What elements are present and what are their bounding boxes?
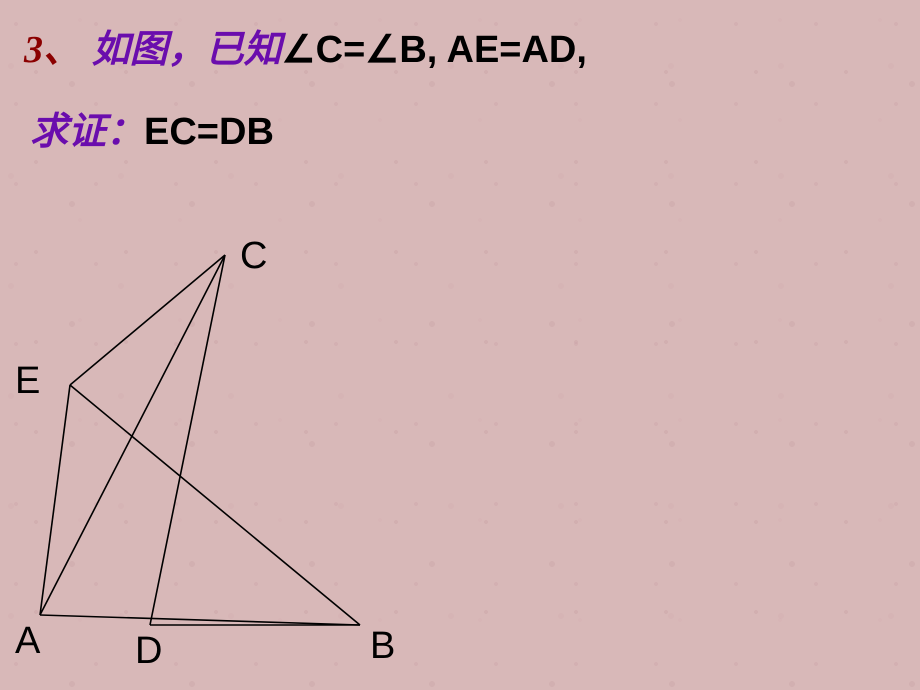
problem-line-1: 3、 如图，已知∠C=∠B, AE=AD, [24, 18, 587, 73]
diagram-svg [0, 230, 500, 670]
given-text: ∠C=∠B, AE=AD, [282, 29, 587, 71]
known-prefix: 如图，已知 [92, 29, 282, 71]
prove-prefix: 求证： [30, 111, 144, 153]
edge-E-B [70, 385, 360, 625]
vertex-label-B: B [370, 625, 395, 668]
vertex-label-A: A [15, 620, 40, 663]
edge-C-D [150, 255, 225, 625]
problem-number: 3、 [24, 29, 81, 71]
edge-A-E [40, 385, 70, 615]
problem-line-2: 求证：EC=DB [30, 100, 274, 155]
prove-text: EC=DB [144, 111, 274, 153]
vertex-label-C: C [240, 235, 267, 278]
edge-E-C [70, 255, 225, 385]
vertex-label-E: E [15, 360, 40, 403]
edge-A-C [40, 255, 225, 615]
geometry-diagram: A B C D E [0, 230, 500, 670]
vertex-label-D: D [135, 630, 162, 673]
edge-A-B [40, 615, 360, 625]
